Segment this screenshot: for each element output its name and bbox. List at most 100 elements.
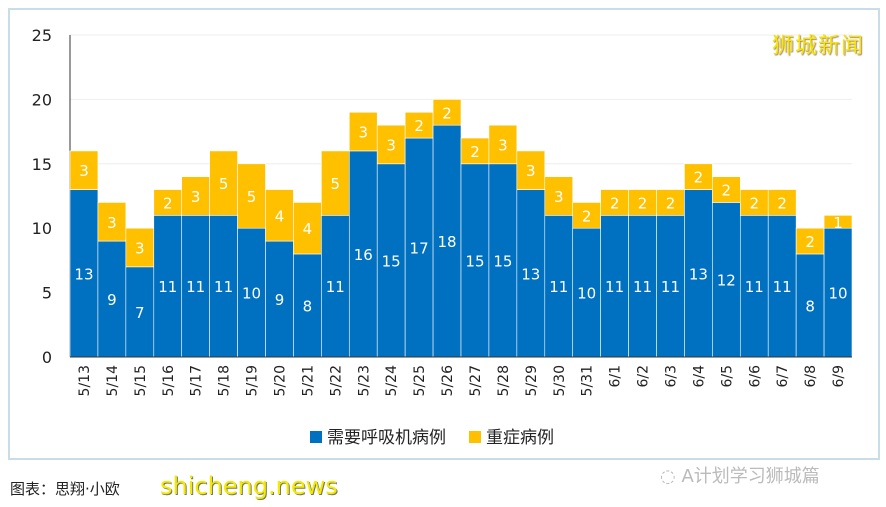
x-tick-label: 5/25 bbox=[412, 365, 428, 396]
data-label: 2 bbox=[610, 194, 620, 212]
data-label: 4 bbox=[275, 207, 285, 225]
y-tick-label: 0 bbox=[42, 348, 52, 367]
data-label: 13 bbox=[521, 265, 540, 283]
legend-swatch bbox=[310, 431, 322, 443]
data-label: 5 bbox=[219, 175, 229, 193]
x-tick-label: 5/23 bbox=[356, 365, 372, 396]
data-label: 3 bbox=[526, 162, 536, 180]
y-tick-label: 10 bbox=[32, 219, 52, 238]
data-label: 11 bbox=[186, 278, 205, 296]
data-label: 11 bbox=[605, 278, 624, 296]
bar-segment bbox=[795, 227, 825, 255]
bar-segment bbox=[348, 111, 378, 152]
x-tick-label: 5/27 bbox=[468, 365, 484, 396]
data-label: 2 bbox=[805, 233, 815, 251]
bar-segment bbox=[125, 266, 155, 358]
data-label: 9 bbox=[107, 291, 117, 309]
bar-segment bbox=[265, 189, 294, 242]
data-label: 11 bbox=[773, 278, 792, 296]
data-label: 11 bbox=[326, 278, 345, 296]
bar-segment bbox=[404, 111, 434, 139]
bar-segment bbox=[376, 163, 406, 358]
data-label: 8 bbox=[303, 297, 313, 315]
data-label: 3 bbox=[386, 136, 396, 154]
x-tick-label: 6/9 bbox=[831, 365, 847, 388]
x-tick-label: 5/26 bbox=[440, 365, 456, 397]
data-label: 11 bbox=[633, 278, 652, 296]
x-tick-label: 5/22 bbox=[328, 365, 344, 396]
x-tick-label: 5/19 bbox=[245, 365, 261, 396]
data-label: 3 bbox=[135, 240, 145, 258]
data-label: 11 bbox=[745, 278, 764, 296]
data-label: 7 bbox=[135, 304, 145, 322]
x-tick-label: 5/28 bbox=[496, 365, 512, 396]
data-label: 13 bbox=[74, 265, 93, 283]
x-tick-label: 5/31 bbox=[580, 365, 596, 396]
bar-segment bbox=[739, 215, 769, 358]
bar-segment bbox=[684, 189, 713, 358]
data-label: 3 bbox=[358, 124, 368, 142]
stacked-bar-chart: 05101520251335/13935/14735/151125/161135… bbox=[32, 26, 853, 448]
x-tick-label: 5/15 bbox=[133, 365, 149, 396]
data-label: 5 bbox=[247, 188, 257, 206]
brand-watermark: 狮城新闻 bbox=[771, 34, 864, 59]
data-label: 9 bbox=[275, 291, 285, 309]
data-label: 3 bbox=[191, 188, 201, 206]
x-tick-label: 5/16 bbox=[161, 365, 177, 397]
x-tick-label: 5/24 bbox=[384, 365, 400, 397]
y-tick-label: 20 bbox=[32, 90, 52, 109]
data-label: 15 bbox=[382, 252, 401, 270]
bar-segment bbox=[600, 189, 629, 216]
bar-segment bbox=[488, 124, 518, 165]
x-tick-label: 6/4 bbox=[691, 365, 707, 388]
x-tick-label: 6/7 bbox=[775, 365, 791, 388]
data-label: 16 bbox=[354, 246, 373, 264]
data-label: 2 bbox=[749, 194, 759, 212]
data-label: 2 bbox=[722, 182, 732, 200]
y-tick-label: 15 bbox=[32, 155, 52, 174]
site-watermark: shicheng.news bbox=[160, 472, 338, 500]
bar-segment bbox=[293, 253, 322, 358]
bar-segment bbox=[460, 137, 490, 165]
data-label: 15 bbox=[493, 252, 512, 270]
bar-segment bbox=[237, 163, 266, 229]
legend-label: 需要呼吸机病例 bbox=[327, 428, 446, 448]
x-tick-label: 5/13 bbox=[77, 365, 93, 396]
data-label: 2 bbox=[582, 207, 592, 225]
data-label: 11 bbox=[158, 278, 177, 296]
x-tick-label: 5/18 bbox=[217, 365, 233, 396]
data-label: 5 bbox=[331, 175, 341, 193]
data-label: 2 bbox=[638, 194, 648, 212]
x-tick-label: 5/30 bbox=[552, 365, 568, 396]
legend-swatch bbox=[469, 431, 481, 443]
bar-segment bbox=[628, 189, 657, 216]
data-label: 12 bbox=[717, 272, 736, 290]
data-label: 17 bbox=[410, 240, 429, 258]
data-label: 2 bbox=[694, 169, 704, 187]
data-label: 4 bbox=[303, 220, 313, 238]
data-label: 11 bbox=[661, 278, 680, 296]
bar-segment bbox=[321, 150, 350, 216]
bar-segment bbox=[712, 202, 741, 358]
bar-segment bbox=[656, 215, 685, 358]
bar-segment bbox=[795, 253, 825, 358]
bar-segment bbox=[125, 227, 155, 268]
x-tick-label: 6/5 bbox=[719, 365, 735, 388]
data-label: 1 bbox=[833, 214, 843, 232]
bar-segment bbox=[516, 150, 546, 190]
data-label: 2 bbox=[163, 194, 173, 212]
bar-segment bbox=[767, 189, 797, 216]
data-label: 18 bbox=[437, 233, 456, 251]
bar-segment bbox=[237, 227, 266, 358]
bar-segment bbox=[69, 150, 99, 190]
x-tick-label: 6/1 bbox=[608, 365, 624, 388]
x-tick-label: 5/21 bbox=[300, 365, 316, 396]
bar-segment bbox=[823, 227, 853, 358]
x-tick-label: 6/3 bbox=[663, 365, 679, 388]
y-tick-label: 5 bbox=[42, 284, 52, 303]
x-tick-label: 5/29 bbox=[524, 365, 540, 396]
bar-segment bbox=[348, 150, 378, 358]
data-label: 11 bbox=[549, 278, 568, 296]
data-label: 10 bbox=[828, 285, 847, 303]
bar-segment bbox=[209, 150, 238, 216]
